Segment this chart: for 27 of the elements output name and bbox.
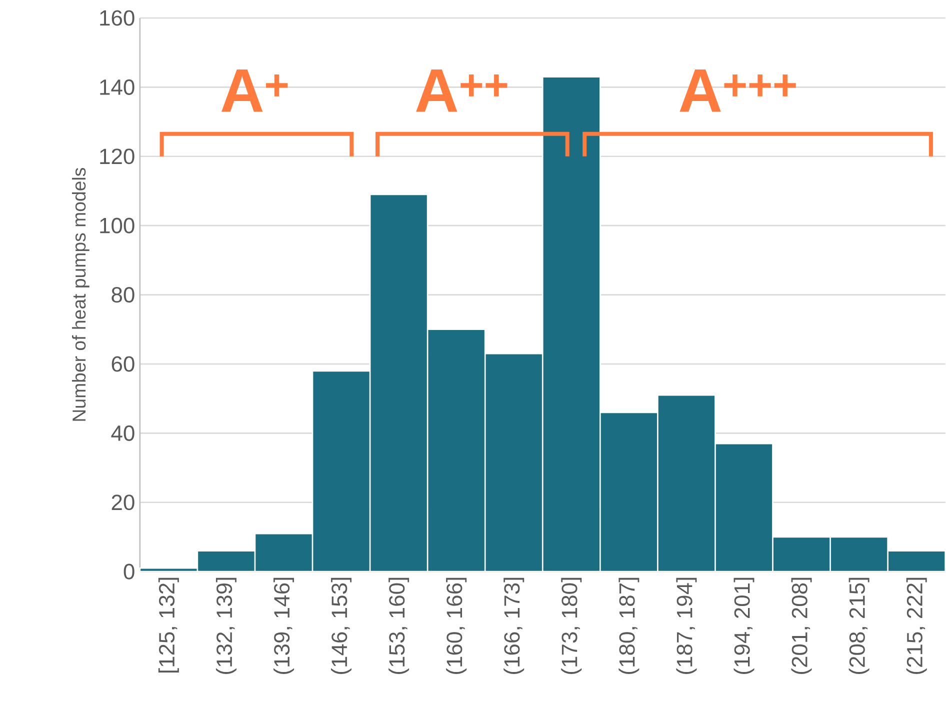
x-tick-label: (166, 173]: [504, 578, 524, 674]
x-tick-label: (139, 146]: [273, 578, 294, 674]
y-tick-label: 60: [112, 356, 134, 372]
y-tick-label: 100: [100, 218, 134, 234]
x-tick-label: (187, 194]: [676, 578, 697, 674]
y-axis-title: Number of heat pumps models: [72, 168, 90, 421]
x-tick-label: (208, 215]: [848, 578, 870, 674]
x-tick-label: (180, 187]: [618, 578, 640, 674]
y-tick-label: 160: [100, 10, 134, 26]
annotation: A$^{+++}$: [680, 69, 796, 112]
x-tick-label: (146, 153]: [331, 578, 352, 674]
x-tick-label: (132, 139]: [216, 578, 236, 674]
x-tick-label: (173, 180]: [561, 578, 582, 674]
y-tick-label: 40: [111, 425, 134, 441]
y-tick-label: 80: [112, 286, 134, 302]
x-tick-label: (215, 222]: [906, 578, 927, 674]
x-tick-label: (194, 201]: [734, 578, 754, 674]
x-tick-label: [125, 132]: [158, 578, 179, 672]
y-tick-label: 20: [112, 494, 134, 510]
annotation: A$^{+}$: [222, 69, 288, 112]
y-tick-label: 140: [100, 79, 134, 95]
annotation: A$^{++}$: [416, 69, 508, 112]
y-tick-label: 0: [124, 564, 134, 580]
x-tick-label: (160, 166]: [446, 578, 467, 674]
y-tick-label: 120: [100, 148, 134, 164]
x-tick-label: (201, 208]: [791, 578, 812, 674]
x-tick-label: (153, 160]: [388, 578, 410, 674]
